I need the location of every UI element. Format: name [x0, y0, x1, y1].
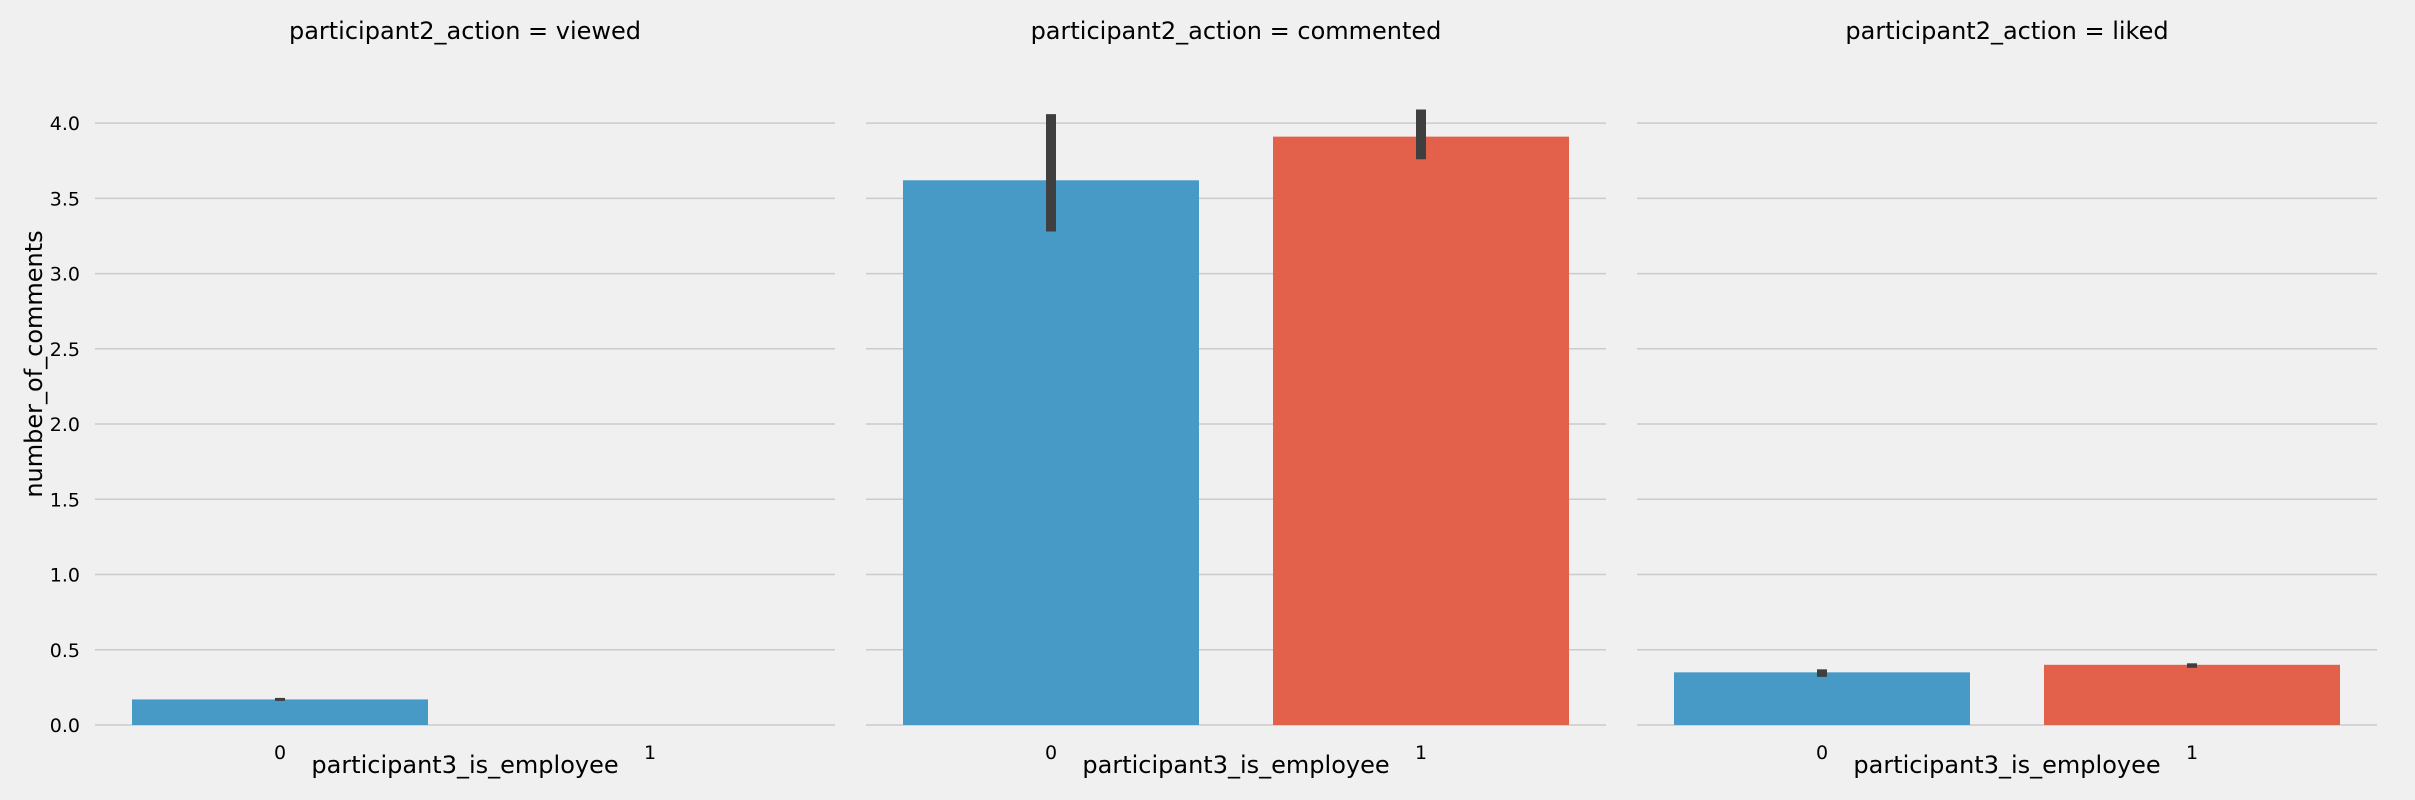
panel-title: participant2_action = liked	[1845, 17, 2168, 45]
bar-1-0	[903, 180, 1199, 725]
chart-panel-1: 0 1 participant3_is_employee participant2_a…	[866, 17, 1606, 779]
x-tick-label: 0	[1816, 742, 1828, 764]
panel-title: participant2_action = commented	[1031, 17, 1442, 45]
bar-2-1	[2044, 664, 2340, 725]
x-axis-label: participant3_is_employee	[311, 751, 618, 779]
y-tick-label: 2.0	[50, 414, 80, 436]
x-tick-label: 1	[644, 742, 656, 764]
chart-panel-0: 0.0 0.5 1.0 1.5 2.0 2.5 3.0 3.5 4.0 0 1 participant…	[50, 17, 835, 779]
x-tick-label: 0	[1045, 742, 1057, 764]
y-axis-label: number_of_comments	[20, 230, 48, 497]
y-tick-label: 1.5	[50, 489, 80, 511]
y-tick-label: 4.0	[50, 113, 80, 135]
y-tick-label: 3.5	[50, 188, 80, 210]
x-tick-label: 1	[2186, 742, 2198, 764]
y-tick-label: 1.0	[50, 565, 80, 587]
x-tick-label: 0	[274, 742, 286, 764]
bar-0-0	[132, 699, 428, 725]
chart-panel-2: 0 1 participant3_is_employee participant2_a…	[1637, 17, 2377, 779]
y-tick-label: 2.5	[50, 339, 80, 361]
y-tick-label: 0.0	[50, 715, 80, 737]
panel-title: participant2_action = viewed	[289, 17, 641, 45]
x-axis-label: participant3_is_employee	[1853, 751, 2160, 779]
bar-1-1	[1273, 136, 1569, 726]
x-tick-label: 1	[1415, 742, 1427, 764]
bar-2-0	[1674, 672, 1970, 725]
y-tick-label: 0.5	[50, 640, 80, 662]
x-axis-label: participant3_is_employee	[1082, 751, 1389, 779]
y-tick-label: 3.0	[50, 264, 80, 286]
